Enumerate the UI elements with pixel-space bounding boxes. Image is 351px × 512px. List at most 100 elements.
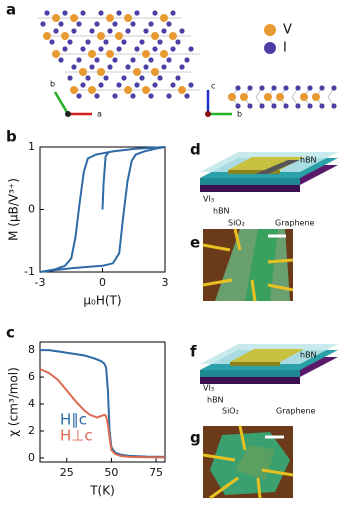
i-atom bbox=[170, 10, 176, 16]
y-tick-label: 6 bbox=[28, 370, 35, 383]
i-atom bbox=[175, 75, 181, 81]
i-atom bbox=[170, 46, 176, 52]
i-atom bbox=[166, 21, 172, 27]
i-atom bbox=[130, 57, 136, 63]
i-atom bbox=[49, 39, 55, 45]
legend-label: H⊥c bbox=[60, 427, 93, 445]
i-atom bbox=[94, 57, 100, 63]
y-tick-label: 4 bbox=[28, 397, 35, 410]
i-atom bbox=[89, 28, 95, 34]
v-atom bbox=[88, 86, 96, 94]
v-atom bbox=[43, 32, 51, 40]
v-atom bbox=[106, 14, 114, 22]
i-atom bbox=[161, 28, 167, 34]
i-atom bbox=[58, 57, 64, 63]
micrograph-g bbox=[202, 425, 294, 500]
i-atom bbox=[76, 93, 82, 99]
v-atom bbox=[169, 32, 177, 40]
layer-label: hBN bbox=[213, 207, 230, 216]
v-atom bbox=[160, 14, 168, 22]
i-atom bbox=[53, 28, 59, 34]
x-axis-label: T(K) bbox=[89, 484, 115, 498]
y-tick-label: 8 bbox=[28, 343, 35, 356]
legend-label: H∥c bbox=[60, 411, 87, 429]
v-atom bbox=[124, 86, 132, 94]
axis-name: b bbox=[50, 80, 55, 89]
v-atom bbox=[228, 93, 236, 101]
x-tick-label: 0 bbox=[99, 276, 106, 289]
axis-name: a bbox=[97, 110, 102, 119]
i-atom bbox=[71, 64, 77, 70]
origin bbox=[65, 111, 71, 117]
i-atom bbox=[161, 64, 167, 70]
i-atom bbox=[94, 21, 100, 27]
i-atom bbox=[71, 28, 77, 34]
micrograph-e bbox=[202, 228, 294, 302]
i-atom bbox=[295, 103, 301, 109]
i-atom bbox=[295, 85, 301, 91]
layer-label: Graphene bbox=[276, 407, 316, 416]
legend-label: I bbox=[283, 41, 287, 56]
plot-frame bbox=[39, 341, 166, 463]
i-atom bbox=[139, 75, 145, 81]
i-atom bbox=[130, 21, 136, 27]
i-atom bbox=[62, 46, 68, 52]
v-atom bbox=[52, 14, 60, 22]
i-atom bbox=[152, 46, 158, 52]
i-atom bbox=[331, 103, 337, 109]
i-atom bbox=[148, 93, 154, 99]
crystal-lattice bbox=[38, 10, 337, 109]
i-atom bbox=[179, 28, 185, 34]
i-atom bbox=[107, 28, 113, 34]
i-atom bbox=[130, 93, 136, 99]
i-atom bbox=[259, 85, 265, 91]
i-atom bbox=[170, 82, 176, 88]
i-atom bbox=[85, 39, 91, 45]
i-atom bbox=[40, 21, 46, 27]
i-atom bbox=[116, 82, 122, 88]
i-atom bbox=[80, 10, 86, 16]
v-atom bbox=[264, 93, 272, 101]
device-f bbox=[200, 344, 338, 384]
i-atom bbox=[94, 93, 100, 99]
v-atom bbox=[70, 14, 78, 22]
i-atom bbox=[76, 57, 82, 63]
i-atom bbox=[44, 10, 50, 16]
i-atom bbox=[107, 64, 113, 70]
i-atom bbox=[235, 85, 241, 91]
v-atom bbox=[106, 50, 114, 58]
i-atom bbox=[271, 85, 277, 91]
i-atom bbox=[143, 64, 149, 70]
x-tick-label: 50 bbox=[104, 466, 118, 479]
i-atom bbox=[271, 103, 277, 109]
i-atom bbox=[85, 75, 91, 81]
axis-name: b bbox=[237, 110, 242, 119]
v-atom bbox=[300, 93, 308, 101]
i-atom bbox=[152, 82, 158, 88]
i-atom bbox=[134, 10, 140, 16]
i-atom bbox=[103, 39, 109, 45]
v-atom bbox=[178, 86, 186, 94]
v-atom bbox=[151, 32, 159, 40]
x-tick-label: 3 bbox=[162, 276, 169, 289]
i-atom bbox=[307, 85, 313, 91]
layer-label: hBN bbox=[207, 396, 224, 405]
layer-label: SiO₂ bbox=[228, 219, 245, 228]
v-atom bbox=[52, 50, 60, 58]
panel-label: f bbox=[190, 343, 197, 361]
v-atom bbox=[151, 68, 159, 76]
v-atom bbox=[61, 32, 69, 40]
panel-label: a bbox=[6, 1, 16, 19]
v-atom bbox=[276, 93, 284, 101]
v-atom bbox=[142, 86, 150, 94]
origin bbox=[205, 111, 211, 117]
data-line bbox=[39, 368, 166, 459]
i-atom bbox=[98, 82, 104, 88]
x-axis-label: μ₀H(T) bbox=[83, 294, 121, 308]
i-atom bbox=[184, 57, 190, 63]
y-tick-label: 0 bbox=[28, 451, 35, 464]
i-atom bbox=[247, 103, 253, 109]
i-atom bbox=[80, 46, 86, 52]
data-line bbox=[40, 349, 166, 458]
